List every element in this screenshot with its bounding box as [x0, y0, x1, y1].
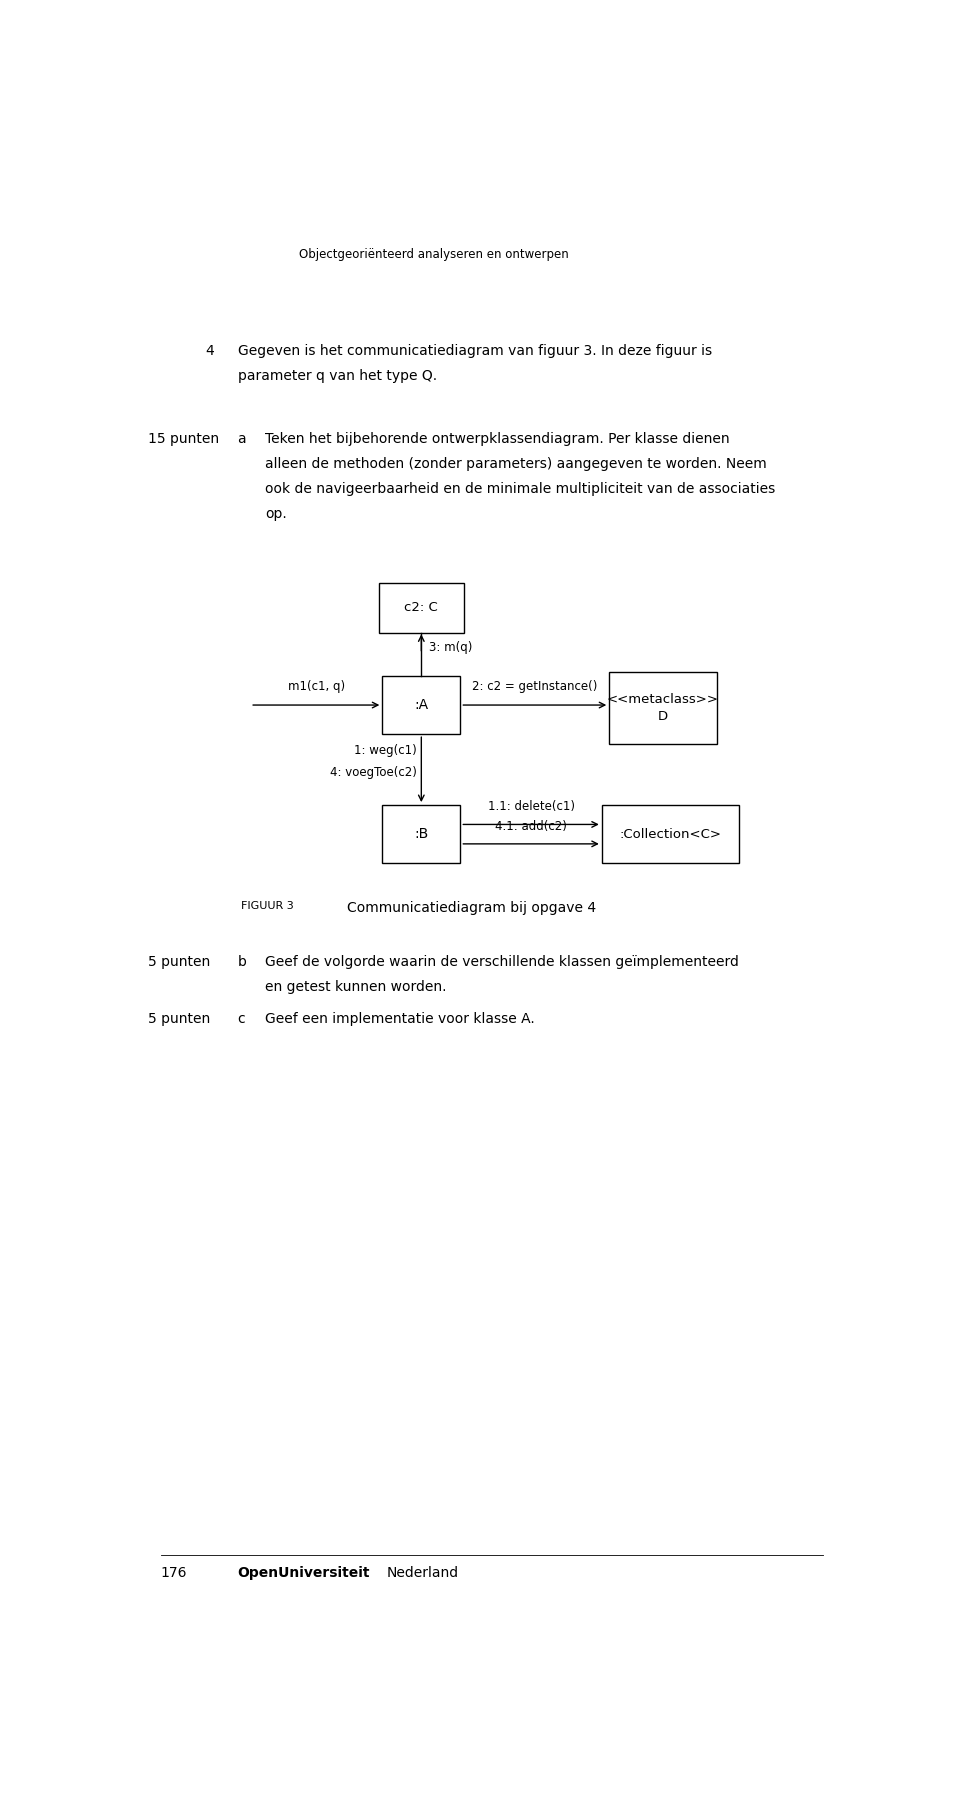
Bar	[602, 804, 739, 864]
Bar	[378, 582, 464, 633]
Bar	[382, 676, 461, 734]
Text: 4.1: add(c2): 4.1: add(c2)	[495, 820, 567, 833]
Text: 5 punten: 5 punten	[148, 956, 210, 968]
Text: Nederland: Nederland	[386, 1565, 459, 1579]
Text: en getest kunnen worden.: en getest kunnen worden.	[265, 979, 446, 993]
Text: 176: 176	[161, 1565, 187, 1579]
Text: m1(c1, q): m1(c1, q)	[288, 680, 345, 692]
Text: :Collection<C>: :Collection<C>	[619, 828, 722, 840]
Text: FIGUUR 3: FIGUUR 3	[241, 902, 294, 911]
Text: :B: :B	[414, 828, 428, 842]
Text: 1.1: delete(c1): 1.1: delete(c1)	[488, 801, 574, 813]
Text: OpenUniversiteit: OpenUniversiteit	[237, 1565, 370, 1579]
Text: Communicatiediagram bij opgave 4: Communicatiediagram bij opgave 4	[347, 902, 596, 914]
Text: 5 punten: 5 punten	[148, 1011, 210, 1026]
Text: c2: C: c2: C	[404, 602, 438, 615]
Text: a: a	[237, 431, 246, 445]
Text: parameter q van het type Q.: parameter q van het type Q.	[237, 370, 437, 382]
Text: Geef de volgorde waarin de verschillende klassen geïmplementeerd: Geef de volgorde waarin de verschillende…	[265, 956, 739, 968]
Text: :A: :A	[415, 698, 428, 712]
Text: Objectgeoriënteerd analyseren en ontwerpen: Objectgeoriënteerd analyseren en ontwerp…	[299, 249, 568, 261]
Text: ook de navigeerbaarheid en de minimale multipliciteit van de associaties: ook de navigeerbaarheid en de minimale m…	[265, 481, 776, 496]
Text: 4: voegToe(c2): 4: voegToe(c2)	[330, 766, 417, 779]
Text: Geef een implementatie voor klasse A.: Geef een implementatie voor klasse A.	[265, 1011, 535, 1026]
Text: 2: c2 = getInstance(): 2: c2 = getInstance()	[472, 680, 597, 692]
Text: Teken het bijbehorende ontwerpklassendiagram. Per klasse dienen: Teken het bijbehorende ontwerpklassendia…	[265, 431, 730, 445]
Text: op.: op.	[265, 507, 287, 521]
Text: b: b	[237, 956, 247, 968]
Text: 4: 4	[205, 344, 214, 359]
Text: 3: m(q): 3: m(q)	[429, 640, 472, 654]
Bar	[382, 804, 461, 864]
Text: 15 punten: 15 punten	[148, 431, 220, 445]
Text: 1: weg(c1): 1: weg(c1)	[354, 743, 417, 757]
Text: Gegeven is het communicatiediagram van figuur 3. In deze figuur is: Gegeven is het communicatiediagram van f…	[237, 344, 711, 359]
Bar	[610, 673, 717, 745]
Text: c: c	[237, 1011, 245, 1026]
Text: alleen de methoden (zonder parameters) aangegeven te worden. Neem: alleen de methoden (zonder parameters) a…	[265, 456, 767, 471]
Text: <<metaclass>>
D: <<metaclass>> D	[607, 692, 719, 723]
